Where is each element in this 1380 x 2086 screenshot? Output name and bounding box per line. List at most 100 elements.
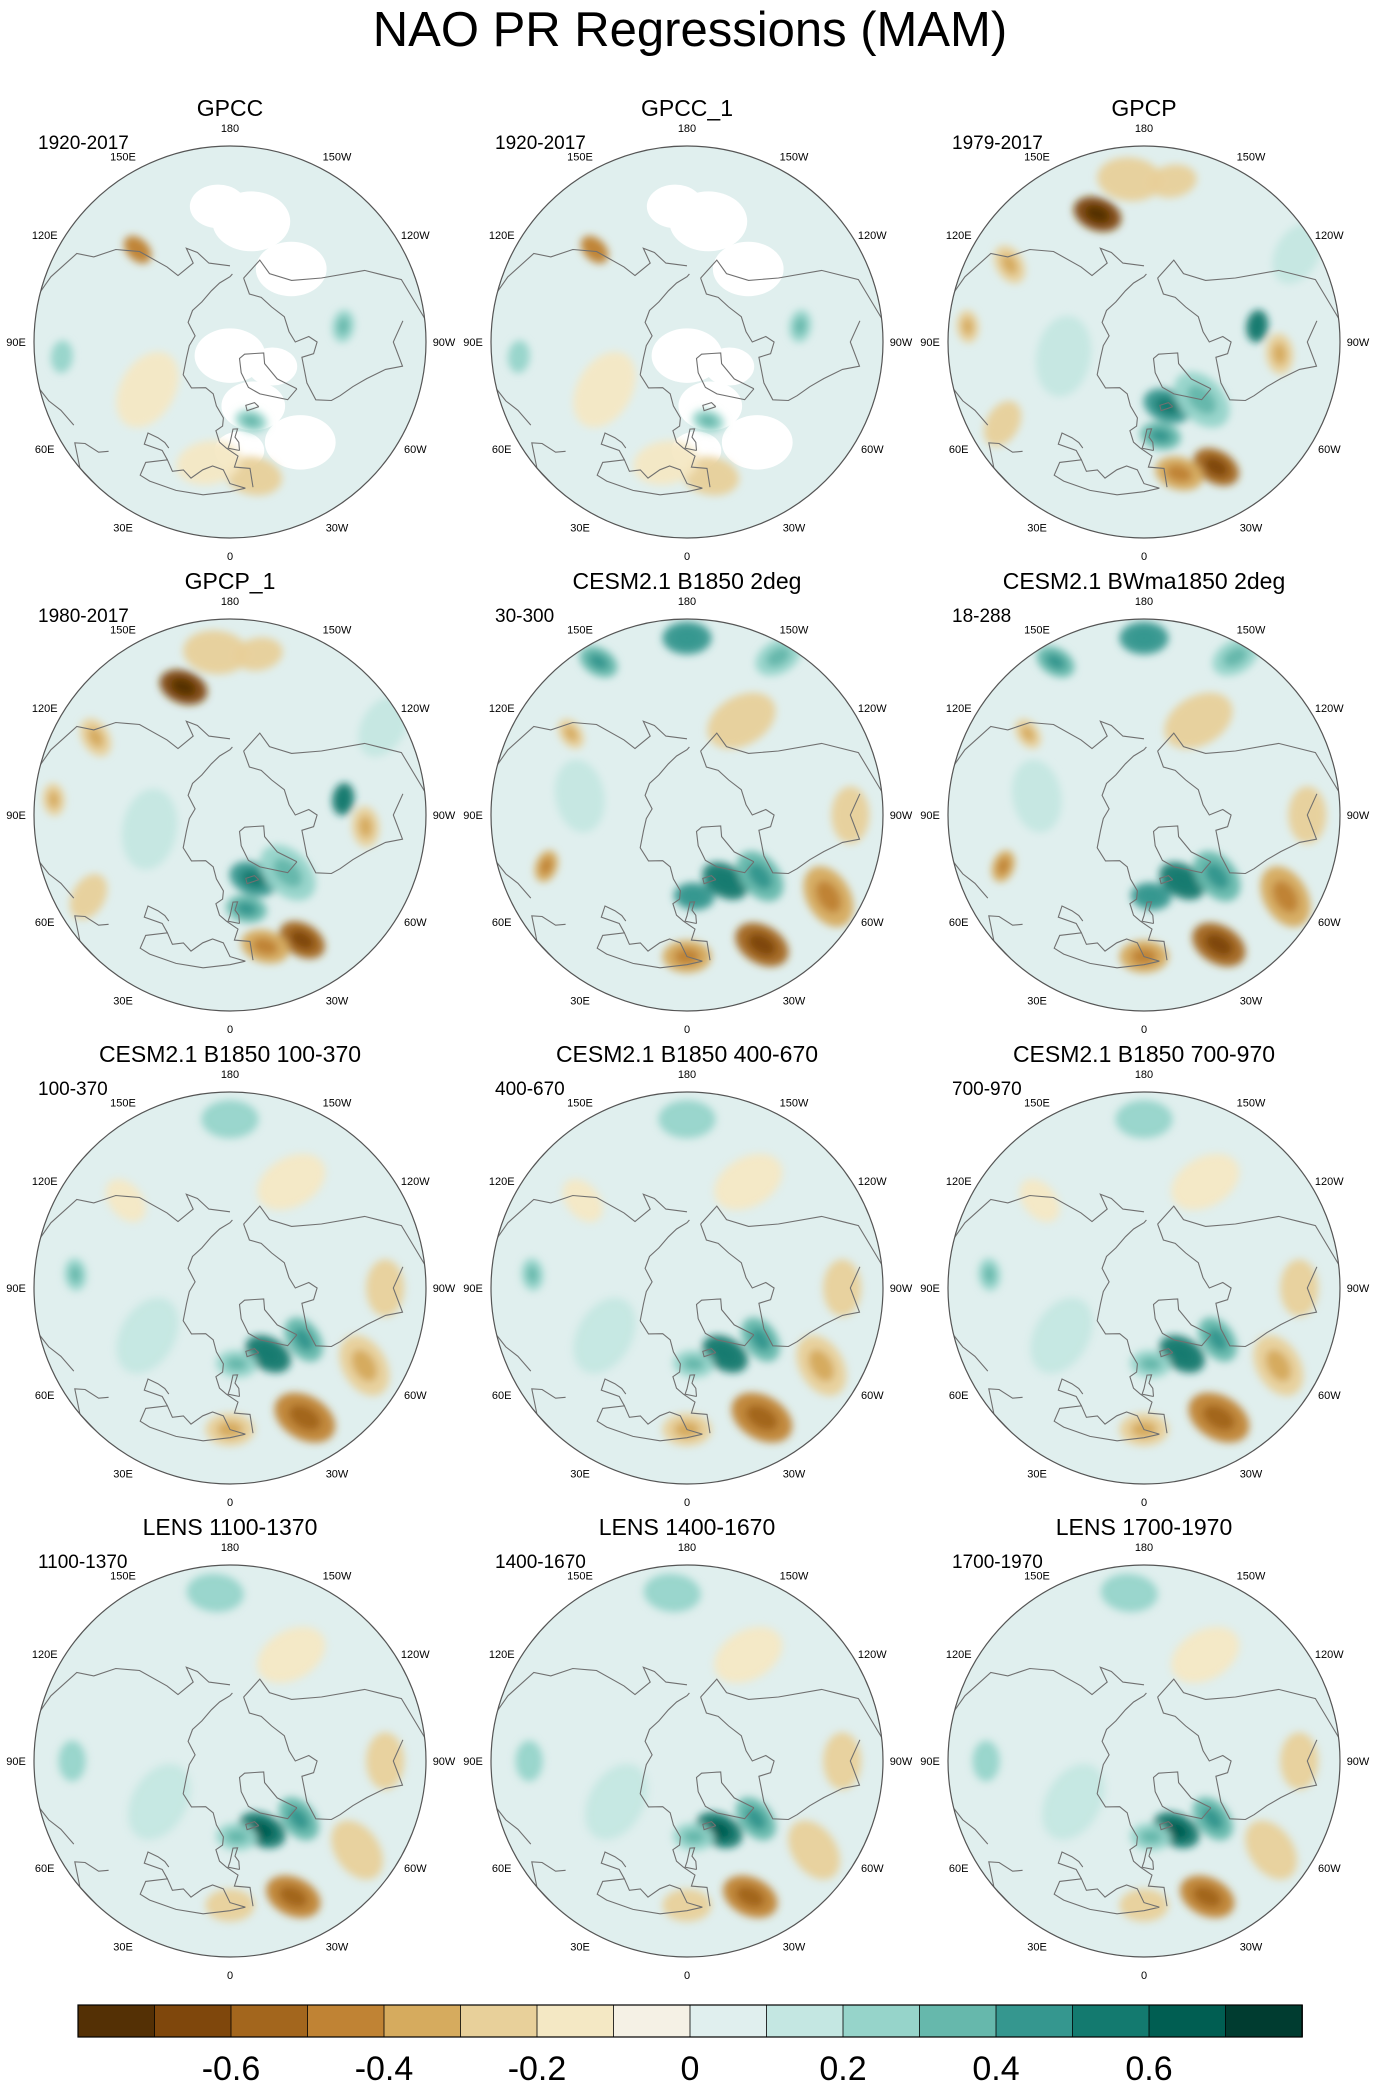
coastline	[39, 1808, 75, 1845]
longitude-label: 30W	[326, 1941, 349, 1953]
longitude-label: 120W	[1315, 1176, 1344, 1188]
coastline	[1159, 1347, 1174, 1358]
coastline	[700, 1678, 882, 1738]
coastline	[1159, 401, 1174, 412]
longitude-label: 60E	[949, 444, 969, 456]
colorbar-swatch	[1072, 2004, 1150, 2038]
coastline	[139, 1405, 246, 1442]
anomaly-blob	[707, 692, 776, 749]
anomaly-field	[515, 1573, 862, 1922]
longitude-label: 150W	[1237, 1571, 1266, 1583]
missing-data-region	[189, 184, 247, 229]
panel-years: 1920-2017	[38, 133, 129, 154]
longitude-label: 150W	[323, 1098, 352, 1110]
longitude-label: 30E	[570, 1468, 590, 1480]
coastline	[695, 352, 755, 401]
longitude-label: 180	[678, 596, 696, 608]
coastline	[496, 389, 532, 426]
coastline	[243, 277, 404, 402]
longitude-label: 30E	[1027, 995, 1047, 1007]
anomaly-blob	[1030, 1297, 1093, 1374]
coastline	[1057, 1851, 1084, 1880]
coastline	[1157, 1205, 1339, 1265]
anomaly-core	[242, 415, 260, 427]
panel-title: GPCC	[196, 95, 264, 121]
longitude-label: 30W	[783, 522, 806, 534]
figure-title: NAO PR Regressions (MAM)	[372, 3, 1008, 57]
anomaly-blob	[366, 1259, 405, 1317]
colorbar-swatch	[919, 2004, 997, 2038]
anomaly-blob	[788, 1820, 840, 1880]
anomaly-core	[1192, 1885, 1222, 1908]
anomaly-core	[588, 653, 609, 670]
longitude-label: 180	[221, 123, 239, 135]
longitude-label: 150W	[323, 625, 352, 637]
coastline	[639, 746, 711, 961]
polar-map: 180 150E 120E 90E 60E 30E 0 30W 60W 90W 120W 150W	[920, 123, 1370, 563]
anomaly-core	[1045, 653, 1066, 670]
longitude-label: 120E	[489, 1649, 515, 1661]
longitude-label: 0	[227, 1024, 233, 1036]
anomaly-core	[745, 1807, 767, 1831]
map-boundary	[33, 1564, 427, 1958]
panel-years: 400-670	[495, 1079, 565, 1100]
longitude-label: 180	[221, 596, 239, 608]
anomaly-core	[351, 1349, 378, 1382]
coastline	[238, 1298, 298, 1347]
anomaly-core	[170, 678, 197, 696]
coastline	[245, 874, 260, 885]
anomaly-core	[587, 242, 602, 257]
map-boundary	[490, 1564, 884, 1958]
polar-map: 180 150E 120E 90E 60E 30E 0 30W 60W 90W 120W 150W	[463, 1069, 913, 1509]
anomaly-field	[521, 1100, 862, 1446]
coastline	[954, 1193, 1145, 1238]
anomaly-core	[288, 1807, 310, 1831]
anomaly-core	[747, 863, 773, 890]
panel-title: CESM2.1 B1850 100-370	[98, 1041, 362, 1067]
missing-data-region	[255, 241, 327, 297]
coastline	[953, 1808, 989, 1845]
anomaly-core	[1202, 1404, 1235, 1431]
coastline	[238, 352, 298, 401]
longitude-label: 30E	[1027, 522, 1047, 534]
map-field	[948, 1565, 1340, 1957]
anomaly-core	[1202, 1807, 1224, 1831]
coastline	[695, 1298, 755, 1347]
anomaly-blob	[58, 1740, 86, 1782]
longitude-label: 90E	[6, 810, 26, 822]
longitude-label: 90E	[6, 337, 26, 349]
panel-years: 100-370	[38, 1079, 108, 1100]
anomaly-core	[1001, 254, 1018, 275]
anomaly-core	[278, 1885, 308, 1908]
longitude-label: 0	[684, 1024, 690, 1036]
map-field	[948, 619, 1340, 1011]
coastline	[143, 1378, 170, 1407]
longitude-label: 0	[227, 1970, 233, 1982]
coastline	[700, 750, 861, 875]
coastline	[596, 459, 703, 496]
longitude-label: 120W	[1315, 230, 1344, 242]
anomaly-core	[962, 317, 974, 336]
panel-years: 1700-1970	[952, 1552, 1043, 1573]
longitude-label: 150E	[1024, 1571, 1050, 1583]
longitude-label: 150E	[110, 1098, 136, 1110]
coastline	[702, 1820, 717, 1831]
longitude-label: 60E	[492, 444, 512, 456]
panel-years: 700-970	[952, 1079, 1022, 1100]
anomaly-core	[130, 242, 145, 257]
coastline	[243, 732, 425, 792]
coastline	[600, 905, 627, 934]
anomaly-core	[1130, 629, 1158, 647]
longitude-label: 120W	[401, 230, 430, 242]
missing-data-region	[721, 415, 793, 470]
map-boundary	[947, 1564, 1341, 1958]
anomaly-core	[713, 871, 738, 891]
panel-title: LENS 1100-1370	[142, 1514, 318, 1540]
anomaly-core	[1223, 647, 1248, 667]
longitude-label: 150E	[1024, 152, 1050, 164]
longitude-label: 150W	[780, 152, 809, 164]
longitude-label: 150W	[780, 1098, 809, 1110]
longitude-label: 90W	[1347, 1283, 1370, 1295]
anomaly-blob	[121, 788, 178, 870]
panel-years: 1920-2017	[495, 133, 586, 154]
